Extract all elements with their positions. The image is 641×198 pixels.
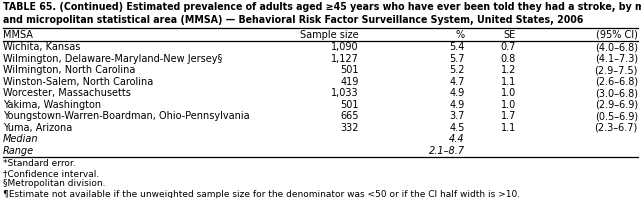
Text: SE: SE <box>504 30 516 40</box>
Text: 1.0: 1.0 <box>501 100 516 110</box>
Text: 419: 419 <box>340 77 359 87</box>
Text: Median: Median <box>3 134 38 145</box>
Text: (0.5–6.9): (0.5–6.9) <box>595 111 638 122</box>
Text: 5.4: 5.4 <box>449 43 465 52</box>
Text: 4.4: 4.4 <box>449 134 465 145</box>
Text: Youngstown-Warren-Boardman, Ohio-Pennsylvania: Youngstown-Warren-Boardman, Ohio-Pennsyl… <box>3 111 250 122</box>
Text: (2.3–6.7): (2.3–6.7) <box>595 123 638 133</box>
Text: 4.9: 4.9 <box>449 89 465 98</box>
Text: and micropolitan statistical area (MMSA) — Behavioral Risk Factor Surveillance S: and micropolitan statistical area (MMSA)… <box>3 15 583 25</box>
Text: (2.9–6.9): (2.9–6.9) <box>595 100 638 110</box>
Text: 0.8: 0.8 <box>501 54 516 64</box>
Text: 2.1–8.7: 2.1–8.7 <box>429 146 465 156</box>
Text: Yuma, Arizona: Yuma, Arizona <box>3 123 72 133</box>
Text: §Metropolitan division.: §Metropolitan division. <box>3 180 106 188</box>
Text: Wichita, Kansas: Wichita, Kansas <box>3 43 81 52</box>
Text: (2.6–6.8): (2.6–6.8) <box>595 77 638 87</box>
Text: 1,090: 1,090 <box>331 43 359 52</box>
Text: Winston-Salem, North Carolina: Winston-Salem, North Carolina <box>3 77 153 87</box>
Text: (2.9–7.5): (2.9–7.5) <box>594 66 638 75</box>
Text: 1.7: 1.7 <box>501 111 516 122</box>
Text: 0.7: 0.7 <box>501 43 516 52</box>
Text: TABLE 65. (Continued) Estimated prevalence of adults aged ≥45 years who have eve: TABLE 65. (Continued) Estimated prevalen… <box>3 2 641 12</box>
Text: %: % <box>456 30 465 40</box>
Text: 1.1: 1.1 <box>501 123 516 133</box>
Text: (4.1–7.3): (4.1–7.3) <box>595 54 638 64</box>
Text: (95% CI): (95% CI) <box>596 30 638 40</box>
Text: *Standard error.: *Standard error. <box>3 159 76 168</box>
Text: Wilmington, Delaware-Maryland-New Jersey§: Wilmington, Delaware-Maryland-New Jersey… <box>3 54 222 64</box>
Text: ¶Estimate not available if the unweighted sample size for the denominator was <5: ¶Estimate not available if the unweighte… <box>3 190 520 198</box>
Text: 665: 665 <box>340 111 359 122</box>
Text: 5.7: 5.7 <box>449 54 465 64</box>
Text: 332: 332 <box>340 123 359 133</box>
Text: 3.7: 3.7 <box>449 111 465 122</box>
Text: Range: Range <box>3 146 35 156</box>
Text: 4.7: 4.7 <box>449 77 465 87</box>
Text: 1.1: 1.1 <box>501 77 516 87</box>
Text: (4.0–6.8): (4.0–6.8) <box>595 43 638 52</box>
Text: 1.0: 1.0 <box>501 89 516 98</box>
Text: Worcester, Massachusetts: Worcester, Massachusetts <box>3 89 131 98</box>
Text: 4.9: 4.9 <box>449 100 465 110</box>
Text: 501: 501 <box>340 100 359 110</box>
Text: Yakima, Washington: Yakima, Washington <box>3 100 101 110</box>
Text: 501: 501 <box>340 66 359 75</box>
Text: 5.2: 5.2 <box>449 66 465 75</box>
Text: †Confidence interval.: †Confidence interval. <box>3 169 99 178</box>
Text: Wilmington, North Carolina: Wilmington, North Carolina <box>3 66 136 75</box>
Text: 1,127: 1,127 <box>331 54 359 64</box>
Text: Sample size: Sample size <box>301 30 359 40</box>
Text: (3.0–6.8): (3.0–6.8) <box>595 89 638 98</box>
Text: 1,033: 1,033 <box>331 89 359 98</box>
Text: MMSA: MMSA <box>3 30 33 40</box>
Text: 4.5: 4.5 <box>449 123 465 133</box>
Text: 1.2: 1.2 <box>501 66 516 75</box>
